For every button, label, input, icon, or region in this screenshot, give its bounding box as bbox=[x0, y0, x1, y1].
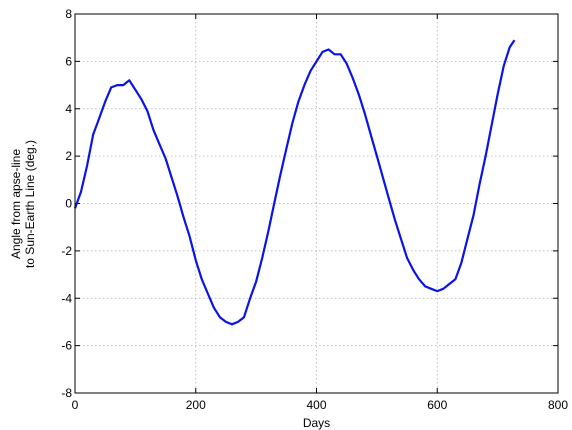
y-tick-label: 2 bbox=[65, 149, 72, 163]
y-tick-label: 6 bbox=[65, 54, 72, 68]
y-axis-title-line-2: to Sun-Earth Line (deg.) bbox=[23, 140, 37, 268]
x-tick-label: 800 bbox=[548, 398, 568, 412]
plot-frame bbox=[74, 13, 559, 394]
x-tick-label: 600 bbox=[427, 398, 447, 412]
y-tick-label: 4 bbox=[65, 102, 72, 116]
y-axis-title-line-1: Angle from apse-line bbox=[9, 149, 23, 259]
y-tick-labels: -8 -6 -4 -2 0 2 4 6 8 bbox=[61, 7, 72, 400]
x-tick-label: 400 bbox=[306, 398, 326, 412]
x-tick-label: 0 bbox=[72, 398, 79, 412]
y-tick-label: 8 bbox=[65, 7, 72, 21]
y-tick-label: 0 bbox=[65, 197, 72, 211]
series-line bbox=[73, 39, 516, 326]
y-tick-label: -4 bbox=[61, 291, 72, 305]
x-axis-title: Days bbox=[303, 416, 330, 430]
x-tick-labels: 0 200 400 600 800 bbox=[72, 398, 569, 412]
x-tick-label: 200 bbox=[186, 398, 206, 412]
y-tick-label: -2 bbox=[61, 244, 72, 258]
y-axis-title: Angle from apse-line to Sun-Earth Line (… bbox=[9, 140, 37, 268]
y-tick-label: -8 bbox=[61, 386, 72, 400]
y-tick-label: -6 bbox=[61, 339, 72, 353]
